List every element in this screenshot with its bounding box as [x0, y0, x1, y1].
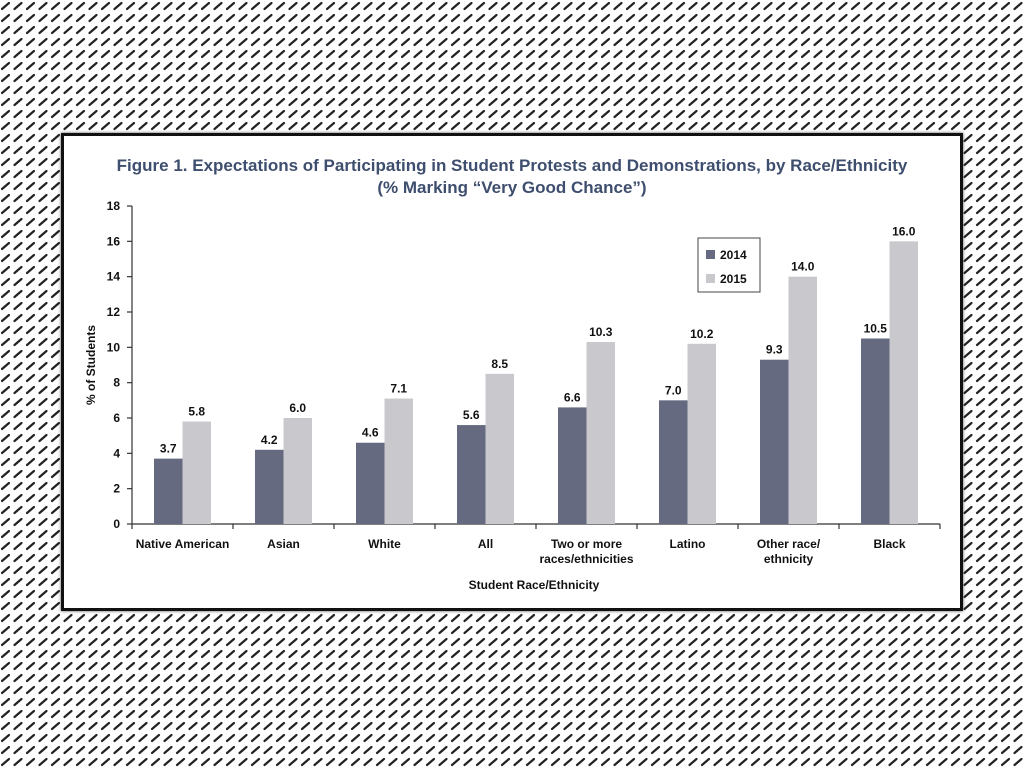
bar-2015	[283, 418, 312, 524]
x-tick-label: ethnicity	[764, 552, 814, 566]
data-label-2014: 4.2	[261, 433, 278, 447]
x-tick-label: races/ethnicities	[539, 552, 633, 566]
bar-2015	[889, 241, 918, 525]
bar-2015	[384, 398, 413, 524]
x-tick-label: Two or more	[551, 537, 622, 551]
data-label-2015: 6.0	[289, 401, 306, 415]
bar-2015	[687, 343, 716, 524]
data-label-2014: 5.6	[463, 408, 480, 422]
bar-2014	[659, 400, 688, 524]
data-label-2015: 5.8	[188, 405, 205, 419]
x-tick-label: Native American	[136, 537, 230, 551]
data-label-2015: 14.0	[791, 260, 815, 274]
legend-label: 2015	[720, 272, 747, 286]
bar-2015	[485, 373, 514, 524]
y-tick-label: 16	[107, 234, 121, 248]
legend-label: 2014	[720, 248, 747, 262]
y-tick-label: 0	[113, 517, 120, 531]
data-label-2015: 8.5	[491, 357, 508, 371]
bars: 3.7 4.2 4.6 5.6 6.6 7.0 9.3 10.5 5.8 6.0 7.1 8.5 10.…	[154, 224, 918, 525]
bar-2014	[154, 458, 183, 524]
y-tick-label: 10	[107, 340, 121, 354]
data-label-2015: 10.2	[690, 327, 714, 341]
x-tick-label: White	[368, 537, 401, 551]
y-tick-label: 14	[107, 270, 121, 284]
chart-subtitle: (% Marking “Very Good Chance”)	[377, 178, 646, 197]
legend-swatch-2014	[706, 250, 715, 259]
bar-2015	[586, 342, 615, 524]
data-label-2014: 6.6	[564, 390, 581, 404]
x-axis: Native American Asian White All Two or morer…	[131, 523, 941, 566]
y-tick-label: 4	[113, 446, 120, 460]
data-label-2014: 4.6	[362, 426, 379, 440]
data-label-2015: 16.0	[892, 224, 916, 238]
y-tick-label: 18	[107, 199, 121, 213]
data-label-2014: 10.5	[864, 322, 888, 336]
x-tick-label: Latino	[670, 537, 706, 551]
y-axis-label: % of Students	[84, 325, 98, 405]
data-label-2015: 7.1	[390, 382, 407, 396]
data-label-2015: 10.3	[589, 325, 613, 339]
x-tick-label: Black	[873, 537, 905, 551]
y-tick-label: 6	[113, 411, 120, 425]
x-tick-label: All	[478, 537, 493, 551]
legend: 2014 2015	[697, 237, 761, 293]
x-axis-label: Student Race/Ethnicity	[469, 578, 600, 592]
y-tick-label: 8	[113, 376, 120, 390]
data-label-2014: 3.7	[160, 442, 177, 456]
bar-2014	[457, 425, 486, 524]
y-tick-label: 12	[107, 305, 121, 319]
y-tick-label: 2	[113, 482, 120, 496]
bar-2015	[788, 276, 817, 524]
chart-title: Figure 1. Expectations of Participating …	[117, 156, 908, 175]
x-tick-label: Asian	[267, 537, 300, 551]
data-label-2014: 9.3	[766, 343, 783, 357]
bar-2014	[356, 442, 385, 524]
bar-2015	[182, 421, 211, 524]
bar-2014	[760, 359, 789, 524]
x-tick-label: Other race/	[757, 537, 821, 551]
bar-2014	[558, 407, 587, 524]
legend-swatch-2015	[706, 274, 715, 283]
y-axis: 0 2 4 6 8 10 12 14 16 18	[107, 199, 133, 531]
bar-2014	[861, 338, 890, 524]
data-label-2014: 7.0	[665, 383, 682, 397]
bar-2014	[255, 449, 284, 524]
